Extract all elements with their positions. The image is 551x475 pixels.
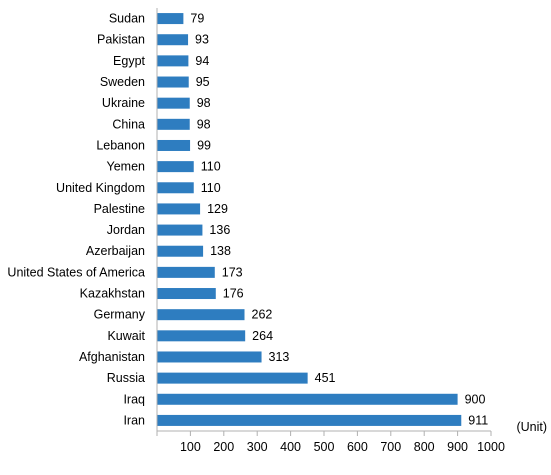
value-label: 176	[223, 287, 244, 301]
value-label: 129	[207, 202, 228, 216]
category-label: Pakistan	[97, 33, 145, 47]
category-label: Iraq	[123, 392, 145, 406]
value-label: 110	[201, 160, 221, 174]
category-label: Egypt	[113, 54, 145, 68]
x-tick-label: 100	[180, 440, 201, 454]
bar-russia	[157, 372, 308, 384]
category-label: Russia	[107, 371, 145, 385]
category-label: Afghanistan	[79, 350, 145, 364]
value-label: 313	[269, 350, 290, 364]
x-tick-label: 500	[314, 440, 335, 454]
bars-group	[157, 13, 462, 426]
x-tick-label: 700	[380, 440, 401, 454]
bar-ukraine	[157, 97, 190, 109]
value-label: 264	[252, 329, 273, 343]
category-label: Sudan	[109, 12, 145, 26]
category-label: Azerbaijan	[86, 244, 145, 258]
category-label: Ukraine	[102, 96, 145, 110]
x-tick-label: 800	[414, 440, 435, 454]
bar-egypt	[157, 55, 189, 67]
bar-iraq	[157, 393, 458, 405]
bar-yemen	[157, 161, 194, 173]
value-label: 262	[252, 308, 273, 322]
x-tick-label: 1000	[477, 440, 505, 454]
value-label: 911	[468, 413, 488, 427]
category-label: Germany	[94, 308, 146, 322]
value-label: 98	[197, 96, 211, 110]
value-label: 94	[195, 54, 209, 68]
category-label: Yemen	[107, 160, 146, 174]
category-label: Kuwait	[107, 329, 145, 343]
bar-afghanistan	[157, 351, 262, 363]
value-label: 93	[195, 33, 209, 47]
x-axis-unit-label: (Unit)	[516, 420, 547, 434]
x-tick-label: 300	[247, 440, 268, 454]
bar-azerbaijan	[157, 245, 204, 257]
x-axis-ticks-group: 100 200 300 400 500 600 700 800 900 1000	[156, 431, 505, 454]
value-label: 98	[197, 117, 211, 131]
category-label: Jordan	[107, 223, 145, 237]
bar-palestine	[157, 203, 201, 215]
value-label: 136	[209, 223, 230, 237]
bar-lebanon	[157, 139, 191, 151]
category-label: Iran	[123, 413, 145, 427]
value-label: 138	[210, 244, 231, 258]
value-label: 95	[196, 75, 210, 89]
bar-pakistan	[157, 34, 189, 46]
bar-germany	[157, 309, 245, 321]
value-label: 99	[197, 138, 211, 152]
bar-iran	[157, 414, 462, 426]
value-label: 173	[222, 265, 243, 279]
category-label: Lebanon	[96, 138, 145, 152]
bar-united-states-of-america	[157, 266, 215, 278]
value-label: 451	[315, 371, 336, 385]
bar-china	[157, 118, 190, 130]
bar-kazakhstan	[157, 288, 216, 300]
category-label: Sweden	[100, 75, 145, 89]
x-tick-label: 200	[213, 440, 234, 454]
value-label: 900	[465, 392, 486, 406]
x-tick-label: 600	[347, 440, 368, 454]
x-tick-label: 900	[447, 440, 468, 454]
category-label: Palestine	[94, 202, 145, 216]
category-label: United Kingdom	[56, 181, 145, 195]
x-tick-label: 400	[280, 440, 301, 454]
value-label: 79	[190, 12, 204, 26]
bar-united-kingdom	[157, 182, 194, 194]
category-labels-group: Sudan Pakistan Egypt Sweden Ukraine China Leba…	[7, 12, 145, 428]
category-label: China	[112, 117, 145, 131]
bar-sudan	[157, 13, 184, 25]
bar-kuwait	[157, 330, 246, 342]
bar-jordan	[157, 224, 203, 236]
value-labels-group: 79 93 94 95 98 98 99 110 110 129 136 138 173 176 262 26…	[190, 12, 488, 428]
value-label: 110	[201, 181, 221, 195]
bar-sweden	[157, 76, 189, 88]
category-label: Kazakhstan	[80, 287, 145, 301]
category-label: United States of America	[7, 265, 145, 279]
